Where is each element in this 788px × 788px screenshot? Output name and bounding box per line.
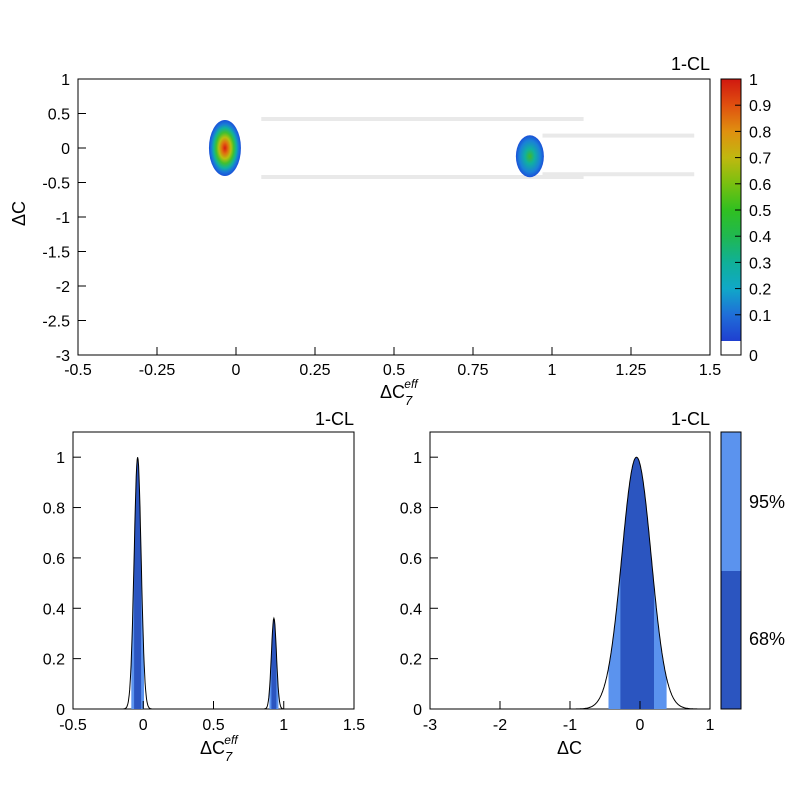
heatmap-xtick-label: 1.25 <box>615 362 646 379</box>
heatmap-marks <box>208 117 695 179</box>
cl68-area <box>620 457 654 709</box>
heatmap-ytick-label: -2.5 <box>42 314 70 331</box>
right-panel-x-axis: -3 -2 -1 0 1 <box>423 701 715 734</box>
colorbar-tick-label: 0.4 <box>749 229 771 246</box>
heatmap-peak-1 <box>208 120 241 176</box>
heatmap-xtick-label: -0.25 <box>139 362 176 379</box>
heatmap-ylabel: ΔC <box>9 201 29 226</box>
right-panel-curve <box>430 456 710 710</box>
heatmap-ytick-label: -0.5 <box>42 176 70 193</box>
ytick-label: 1 <box>56 450 65 467</box>
ytick-label: 0 <box>413 702 422 719</box>
colorbar-gradient <box>721 79 741 341</box>
heatmap-xtick-label: -0.5 <box>64 362 92 379</box>
right-1d-panel: 1-CL -3 -2 -1 0 1 1 0.8 0.6 0.4 0.2 0 ΔC <box>400 409 715 758</box>
xtick-label: 0 <box>139 717 148 734</box>
colorbar-tick-label: 1 <box>749 72 758 89</box>
heatmap-ytick-label: 0.5 <box>48 107 70 124</box>
heatmap-xlabel: ΔC7eff <box>380 377 419 408</box>
colorbar-tick-label: 0.5 <box>749 203 771 220</box>
colorbar-tick-label: 0.9 <box>749 98 771 115</box>
legend-68-swatch <box>721 571 741 709</box>
ytick-label: 0.8 <box>43 501 65 518</box>
ytick-label: 0 <box>56 702 65 719</box>
heatmap-peak-2 <box>515 135 544 178</box>
left-panel-frame <box>72 431 355 710</box>
xtick-label: -2 <box>493 717 507 734</box>
xtick-label: -3 <box>423 717 437 734</box>
peak-1-cl68-area <box>134 457 142 709</box>
legend-95-label: 95% <box>749 492 785 512</box>
legend-68-label: 68% <box>749 629 785 649</box>
xtick-label: 0 <box>636 717 645 734</box>
heatmap-title: 1-CL <box>671 54 710 74</box>
heatmap-xtick-label: 0 <box>232 362 241 379</box>
colorbar-tick-label: 0 <box>749 348 758 365</box>
colorbar-tick-label: 0.2 <box>749 282 771 299</box>
colorbar-tick-label: 0.6 <box>749 177 771 194</box>
legend-frame <box>720 431 742 710</box>
colorbar-zero-bin <box>721 341 741 355</box>
ytick-label: 1 <box>413 450 422 467</box>
right-panel-frame <box>429 431 711 710</box>
heatmap-panel: 1-CL -0.5 -0.25 0 0.25 0.5 0.75 1 1.25 1.5 1 0.5 0… <box>9 54 721 408</box>
colorbar: 1 0.9 0.8 0.7 0.6 0.5 0.4 0.3 0.2 0.1 0 <box>720 72 771 365</box>
left-1d-panel: 1-CL -0.5 0 0.5 1 1.5 10.80.60.40.20 ΔC7eff <box>43 409 365 764</box>
heatmap-xtick-label: 0.25 <box>299 362 330 379</box>
right-panel-xlabel: ΔC <box>557 738 582 758</box>
heatmap-xtick-label: 0.5 <box>383 362 405 379</box>
heatmap-ytick-label: 0 <box>61 141 70 158</box>
left-panel-title: 1-CL <box>315 409 354 429</box>
heatmap-xtick-label: 1 <box>548 362 557 379</box>
xtick-label: 1 <box>706 717 715 734</box>
ytick-label: 0.8 <box>400 501 422 518</box>
left-panel-x-axis: -0.5 0 0.5 1 1.5 <box>59 701 365 734</box>
ytick-label: 0.6 <box>43 551 65 568</box>
colorbar-tick-label: 0.7 <box>749 151 771 168</box>
ytick-label: 0.4 <box>43 601 65 618</box>
colorbar-tick-label: 0.8 <box>749 124 771 141</box>
colorbar-tick-label: 0.3 <box>749 255 771 272</box>
heatmap-frame <box>77 78 711 356</box>
ytick-label: 0.2 <box>43 652 65 669</box>
legend-95-swatch <box>721 432 741 571</box>
colorbar-tick-label: 0.1 <box>749 308 771 325</box>
left-panel-xlabel: ΔC7eff <box>200 733 239 764</box>
cl-legend: 95% 68% <box>720 431 785 710</box>
xtick-label: 1 <box>279 717 288 734</box>
heatmap-ytick-label: -2 <box>56 279 70 296</box>
right-panel-y-axis: 1 0.8 0.6 0.4 0.2 0 <box>400 450 438 719</box>
heatmap-xtick-label: 0.75 <box>457 362 488 379</box>
xtick-label: 1.5 <box>343 717 365 734</box>
heatmap-ytick-label: -3 <box>56 348 70 365</box>
heatmap-xtick-label: 1.5 <box>699 362 721 379</box>
xtick-label: 0.5 <box>202 717 224 734</box>
heatmap-ytick-label: -1.5 <box>42 245 70 262</box>
peak-2-cl68-area <box>271 618 277 709</box>
right-panel-title: 1-CL <box>671 409 710 429</box>
ytick-label: 0.4 <box>400 601 422 618</box>
colorbar-ticks: 1 0.9 0.8 0.7 0.6 0.5 0.4 0.3 0.2 0.1 0 <box>735 72 771 365</box>
ytick-label: 0.2 <box>400 652 422 669</box>
heatmap-ytick-label: -1 <box>56 210 70 227</box>
left-panel-y-axis: 1 0.8 0.6 0.4 0.2 0 <box>43 450 81 719</box>
ytick-label: 0.6 <box>400 551 422 568</box>
heatmap-x-axis: -0.5 -0.25 0 0.25 0.5 0.75 1 1.25 1.5 <box>64 347 721 379</box>
heatmap-ytick-label: 1 <box>61 72 70 89</box>
xtick-label: -1 <box>563 717 577 734</box>
colorbar-frame <box>720 78 742 356</box>
heatmap-y-axis: 1 0.5 0 -0.5 -1 -1.5 -2 -2.5 -3 <box>42 72 86 365</box>
xtick-label: -0.5 <box>59 717 87 734</box>
